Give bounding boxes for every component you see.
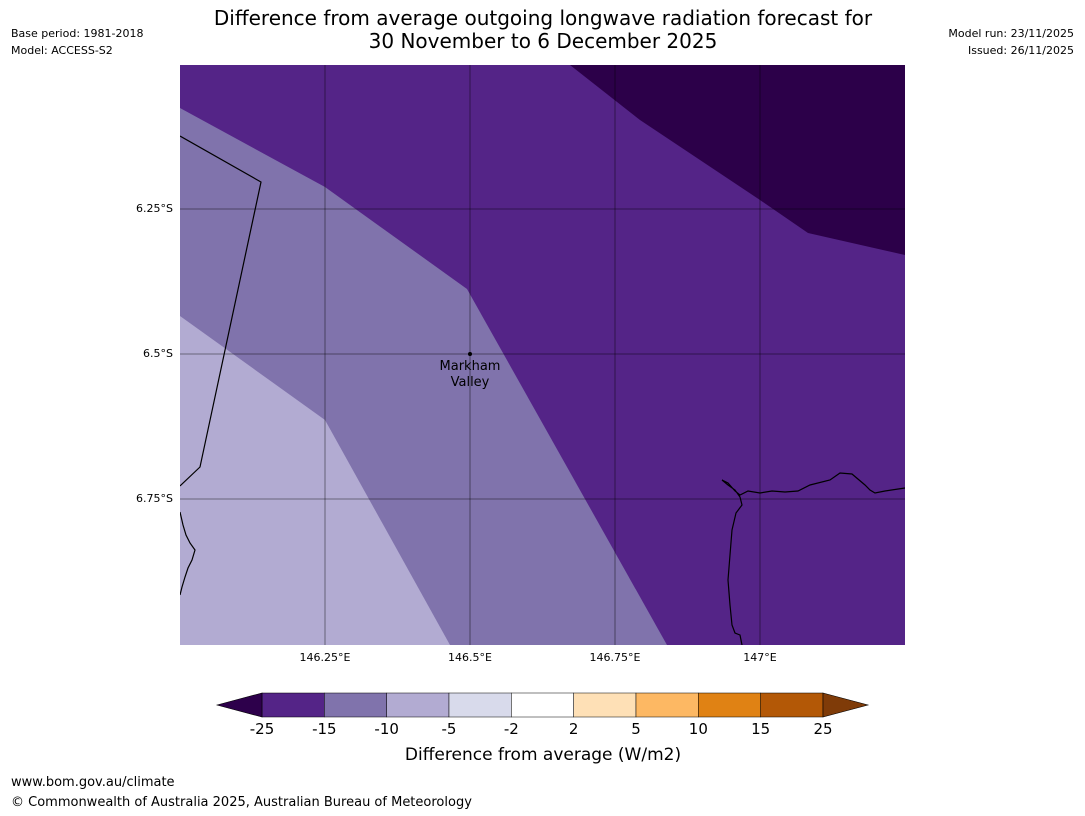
colorbar-tick-label: 5 xyxy=(631,720,641,738)
colorbar-tick-label: -15 xyxy=(312,720,337,738)
colorbar-tick-label: -10 xyxy=(374,720,399,738)
footer-url[interactable]: www.bom.gov.au/climate xyxy=(11,775,175,790)
colorbar-under-arrow xyxy=(215,692,263,718)
colorbar-segment xyxy=(511,692,574,718)
title-line-1: Difference from average outgoing longwav… xyxy=(213,6,873,30)
colorbar-segment xyxy=(448,692,512,718)
colorbar-segment xyxy=(386,692,450,718)
title-line-2: 30 November to 6 December 2025 xyxy=(368,29,718,53)
meta-left: Base period: 1981-2018 Model: ACCESS-S2 xyxy=(11,25,143,59)
region-darkest xyxy=(570,65,905,255)
lat-label-6-75: 6.75°S xyxy=(136,492,173,505)
map-title: Difference from average outgoing longwav… xyxy=(180,7,906,53)
colorbar-over-arrow xyxy=(822,692,870,718)
model-text: Model: ACCESS-S2 xyxy=(11,44,113,57)
place-name-line-1: Markham xyxy=(439,359,501,374)
lon-label-146-5: 146.5°E xyxy=(448,651,492,664)
colorbar-label: Difference from average (W/m2) xyxy=(404,745,682,765)
province-border xyxy=(179,135,262,487)
colorbar-tick-label: 10 xyxy=(688,720,708,738)
colorbar-segment xyxy=(261,692,325,718)
coastline-east xyxy=(721,472,906,646)
region-light xyxy=(180,316,450,645)
base-period-text: Base period: 1981-2018 xyxy=(11,27,144,40)
lon-label-147: 147°E xyxy=(743,651,777,664)
markham-valley-marker xyxy=(468,352,472,356)
colorbar xyxy=(215,692,870,718)
colorbar-tick-label: -25 xyxy=(249,720,275,738)
colorbar-tick-label: -2 xyxy=(503,720,519,738)
coastline-west xyxy=(179,511,196,596)
colorbar-segments xyxy=(261,692,824,718)
lon-label-146-75: 146.75°E xyxy=(589,651,641,664)
colorbar-tick-label: 15 xyxy=(751,720,771,738)
lat-label-6-25: 6.25°S xyxy=(136,202,173,215)
place-label-markham-valley: Markham Valley xyxy=(420,359,520,391)
lat-label-6-5: 6.5°S xyxy=(143,347,173,360)
map-panel xyxy=(179,65,906,646)
colorbar-tick-label: -5 xyxy=(441,720,457,738)
footer-copyright: © Commonwealth of Australia 2025, Austra… xyxy=(11,795,472,810)
place-name-line-2: Valley xyxy=(450,375,490,390)
colorbar-segment xyxy=(573,692,637,718)
model-run-text: Model run: 23/11/2025 xyxy=(948,27,1074,40)
lon-label-146-25: 146.25°E xyxy=(299,651,351,664)
colorbar-segment xyxy=(635,692,699,718)
colorbar-segment xyxy=(760,692,824,718)
colorbar-segment xyxy=(324,692,387,718)
issued-text: Issued: 26/11/2025 xyxy=(967,44,1074,57)
map-svg xyxy=(179,65,906,646)
colorbar-tick-label: 2 xyxy=(568,720,579,738)
meta-right: Model run: 23/11/2025 Issued: 26/11/2025 xyxy=(948,25,1074,59)
colorbar-tick-label: 25 xyxy=(813,720,833,738)
colorbar-segment xyxy=(698,692,761,718)
